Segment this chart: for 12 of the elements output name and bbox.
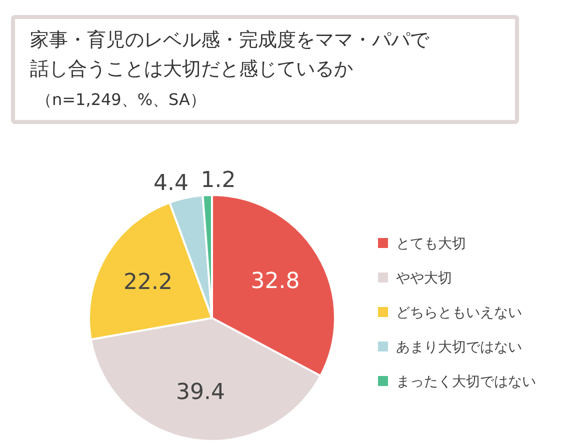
legend-label: まったく大切ではない [396,374,536,390]
data-label: 39.4 [176,380,225,405]
data-label: 4.4 [154,171,189,196]
data-label: 32.8 [250,269,300,294]
chart-title: 家事・育児のレベル感・完成度をママ・パパで話し合うことは大切だと感じているか [30,28,430,82]
data-label: 22.2 [124,270,172,296]
legend-label: やや大切 [396,270,452,286]
legend-label: あまり大切ではない [396,340,522,356]
legend-label: とても大切 [396,236,466,252]
data-label: 1.2 [200,168,236,194]
chart-subtitle: （n=1,249、%、SA） [36,90,206,111]
legend-label: どちらともいえない [396,305,522,321]
